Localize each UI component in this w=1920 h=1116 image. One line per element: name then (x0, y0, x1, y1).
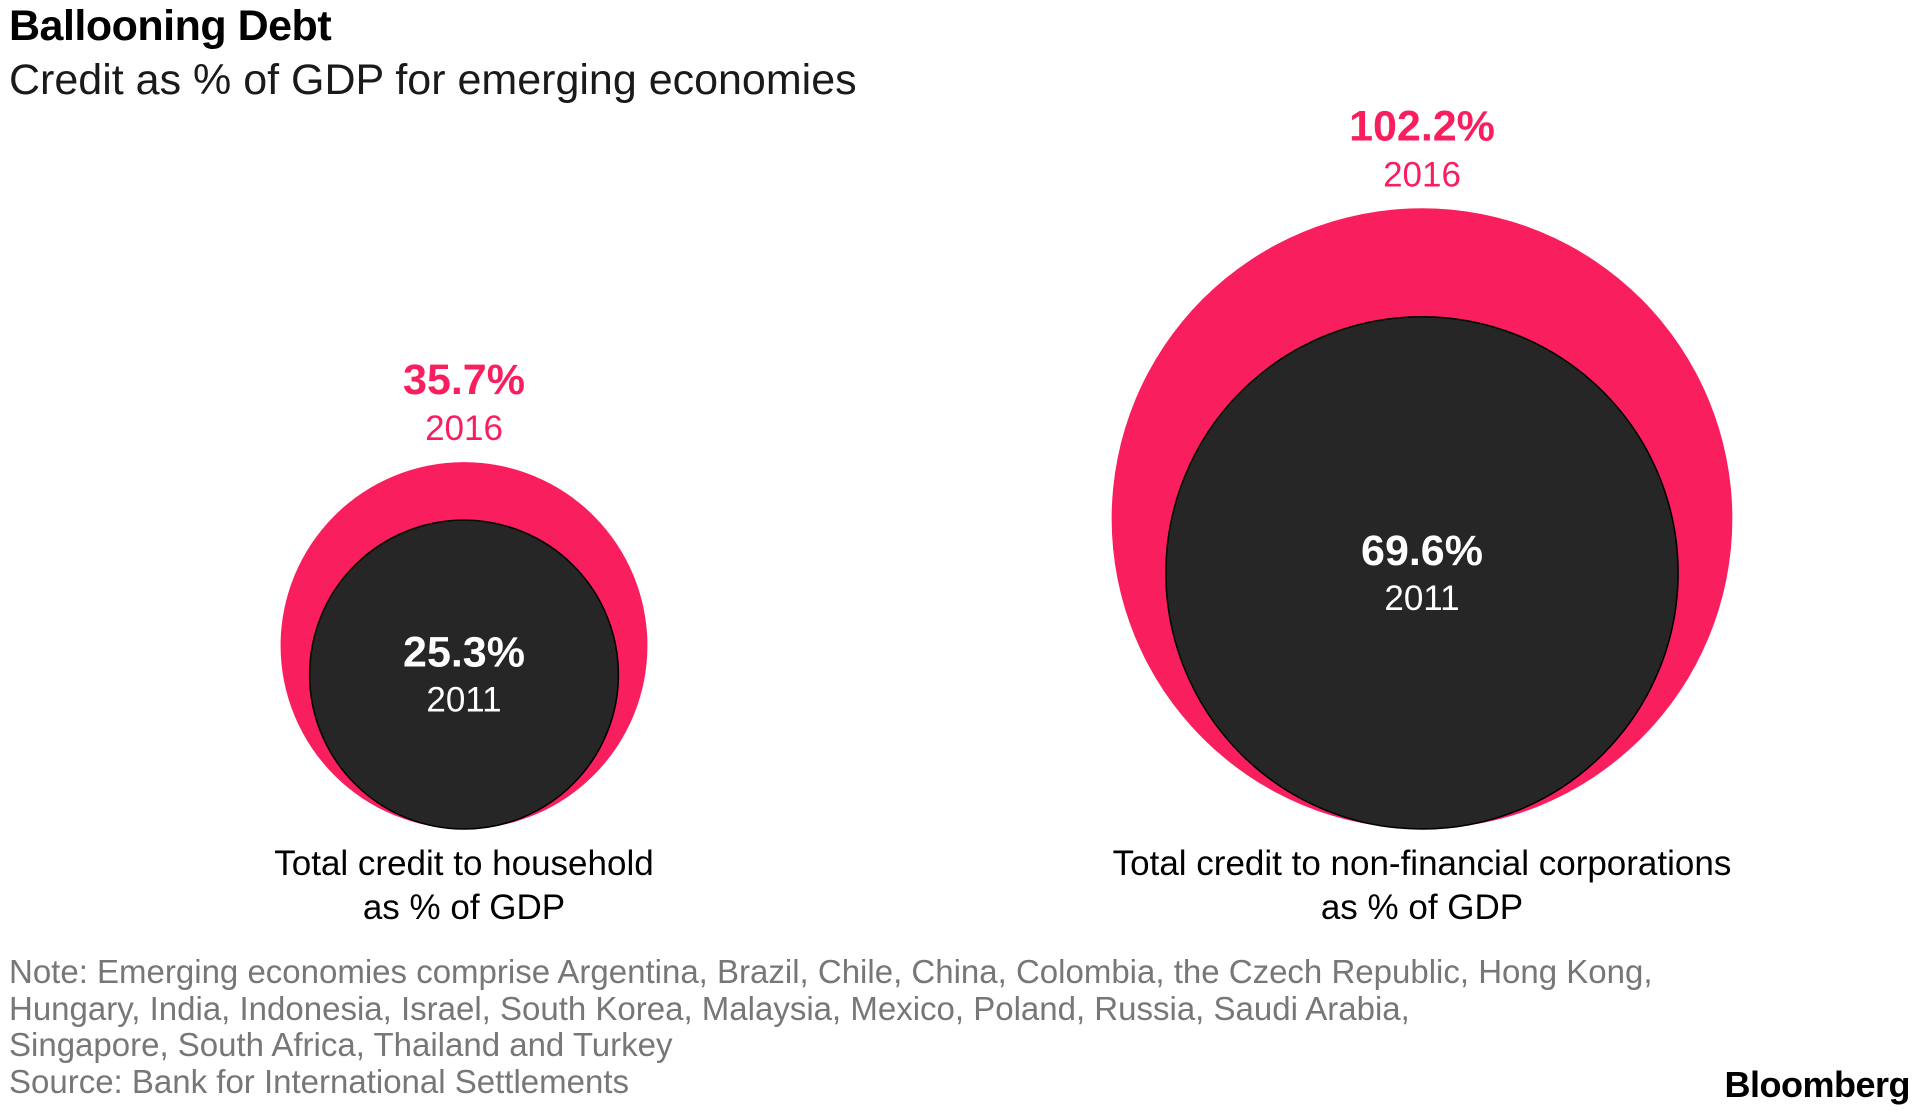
data-label-2016: 102.2% (1349, 102, 1495, 150)
year-label-2011: 2011 (426, 681, 501, 720)
chart-title: Ballooning Debt (9, 2, 332, 50)
footnote: Note: Emerging economies comprise Argent… (9, 953, 1809, 1100)
note-line: Singapore, South Africa, Thailand and Tu… (9, 1026, 673, 1063)
chart-subtitle: Credit as % of GDP for emerging economie… (9, 56, 857, 104)
data-label-2011: 25.3% (403, 629, 525, 677)
note-line: Hungary, India, Indonesia, Israel, South… (9, 989, 1410, 1027)
year-label-2016: 2016 (1383, 155, 1461, 194)
category-label: Total credit to non-financial corporatio… (1113, 844, 1732, 883)
category-label: as % of GDP (1321, 888, 1523, 927)
bloomberg-logo: Bloomberg (1724, 1064, 1910, 1105)
category-label: Total credit to household (274, 844, 653, 883)
data-label-2016: 35.7% (403, 356, 525, 404)
data-label-2011: 69.6% (1361, 527, 1483, 575)
bubble-2011 (308, 519, 620, 830)
note-line: Note: Emerging economies comprise Argent… (9, 953, 1653, 990)
bubble-2011 (1165, 316, 1679, 830)
year-label-2016: 2016 (425, 409, 503, 448)
source-line: Source: Bank for International Settlemen… (9, 1062, 630, 1100)
year-label-2011: 2011 (1384, 579, 1459, 618)
category-label: as % of GDP (363, 888, 565, 927)
